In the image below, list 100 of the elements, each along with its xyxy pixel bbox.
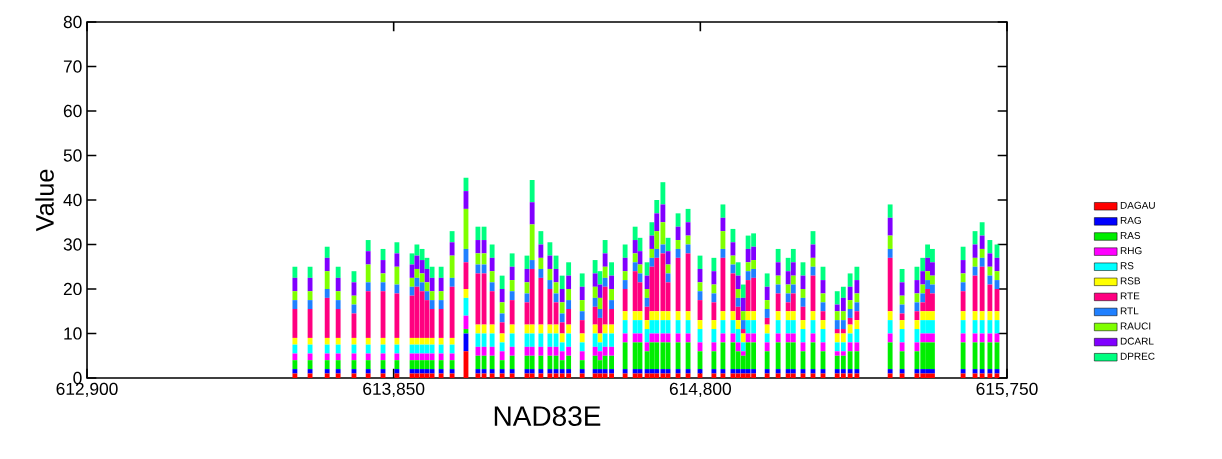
bar (529, 355, 535, 370)
bar (622, 280, 628, 289)
bar (622, 369, 628, 374)
bar (538, 324, 544, 334)
bar (899, 268, 905, 283)
bar (335, 300, 341, 310)
bar (887, 235, 893, 249)
bar (559, 288, 565, 303)
bar (711, 329, 717, 343)
bar (438, 309, 444, 338)
bar (592, 286, 598, 298)
bar (438, 291, 444, 301)
bar (899, 373, 905, 378)
bar (740, 329, 746, 334)
bar (538, 244, 544, 258)
bar (529, 260, 535, 269)
bar (394, 293, 400, 338)
bar (292, 277, 298, 292)
bar (579, 351, 585, 361)
bar (335, 369, 341, 374)
bar (365, 282, 371, 292)
bar (764, 273, 770, 287)
bar (529, 346, 535, 356)
bar (292, 344, 298, 354)
bar (764, 309, 770, 318)
bar (449, 353, 455, 361)
bar (414, 369, 420, 374)
bar (622, 271, 628, 281)
bar (740, 333, 746, 343)
bar (711, 320, 717, 330)
bar (307, 369, 313, 374)
bar (764, 342, 770, 352)
bar (538, 373, 544, 378)
bar (324, 271, 330, 289)
bar (324, 337, 330, 345)
legend-label: RAS (1120, 232, 1141, 240)
bar (579, 369, 585, 374)
bar (489, 369, 495, 374)
bar (622, 333, 628, 343)
bar (324, 246, 330, 258)
bar (414, 268, 420, 278)
bar (566, 300, 572, 310)
bar (785, 293, 791, 303)
bar (429, 300, 435, 310)
bar (424, 291, 430, 301)
legend-label: DCARL (1120, 337, 1154, 345)
bar (499, 275, 505, 289)
bar (579, 320, 585, 334)
bar (475, 369, 481, 374)
bar (987, 333, 993, 343)
bar (887, 204, 893, 218)
bar (632, 311, 638, 321)
bar (887, 369, 893, 374)
bar (632, 333, 638, 343)
bar (429, 291, 435, 301)
bar (899, 342, 905, 352)
bar (579, 360, 585, 370)
bar (538, 333, 544, 347)
bar (979, 333, 985, 343)
bar (711, 257, 717, 272)
bar (538, 369, 544, 374)
bar (351, 369, 357, 374)
bar (547, 324, 553, 334)
bar (711, 369, 717, 374)
bar (609, 275, 614, 289)
bar (579, 311, 585, 321)
bar (735, 275, 741, 289)
bar (899, 351, 905, 370)
bar (592, 324, 598, 334)
bar (489, 282, 495, 292)
bar (735, 297, 741, 307)
bar (509, 291, 515, 301)
bar (979, 320, 985, 334)
legend-label: RAUCI (1120, 322, 1151, 330)
bar (365, 360, 371, 370)
bar (649, 248, 655, 258)
bar (365, 337, 371, 345)
bar (592, 333, 598, 347)
bar (887, 217, 893, 236)
y-tick-label: 40 (63, 193, 82, 207)
bar (449, 373, 455, 378)
bar (790, 342, 796, 370)
bar (324, 353, 330, 361)
bar (800, 369, 806, 374)
bar (292, 360, 298, 370)
bar (566, 288, 572, 301)
bar (499, 313, 505, 323)
bar (644, 369, 650, 374)
bar (529, 268, 535, 325)
y-tick-label: 0 (73, 371, 82, 385)
legend-label: RAG (1120, 216, 1141, 224)
bar (735, 288, 741, 298)
bar (335, 309, 341, 338)
bar (380, 369, 386, 374)
bar (775, 373, 781, 378)
bar (335, 266, 341, 278)
bar (438, 300, 444, 310)
bar (960, 311, 966, 321)
bar (960, 369, 966, 374)
y-tick-label: 60 (63, 104, 82, 118)
